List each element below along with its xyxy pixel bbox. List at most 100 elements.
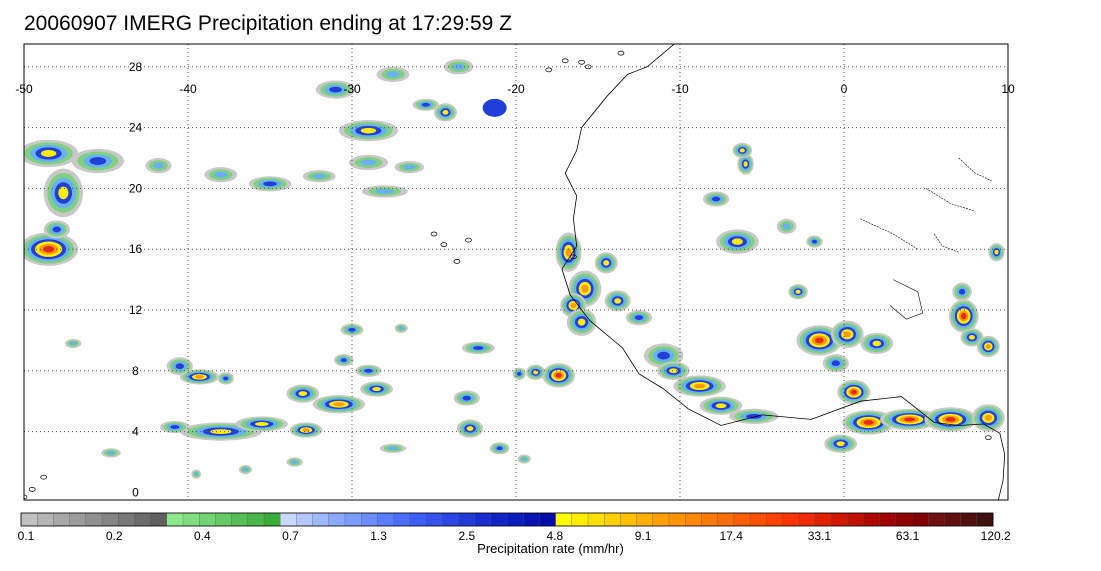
island-outline <box>545 67 553 73</box>
rain-contour <box>958 288 966 295</box>
rain-cell <box>830 320 864 349</box>
lon-tick-label: 10 <box>1001 82 1015 96</box>
rain-contour <box>669 368 678 374</box>
island-outline <box>570 254 577 260</box>
rain-contour <box>329 86 342 93</box>
rain-contour <box>496 446 503 451</box>
rain-cell <box>376 66 410 82</box>
rain-cell <box>971 404 1005 432</box>
rain-cell <box>643 343 684 368</box>
rain-contour <box>711 196 721 202</box>
rain-contour <box>715 403 727 409</box>
rain-cell <box>837 379 871 405</box>
rain-cell <box>699 396 743 415</box>
rain-cell <box>286 457 303 467</box>
rain-contour <box>473 346 484 350</box>
island-outline <box>561 58 569 64</box>
rain-contour <box>565 247 572 257</box>
rain-contour <box>634 315 644 320</box>
rain-contour <box>421 102 430 107</box>
rain-cell <box>461 341 495 355</box>
rain-cell <box>489 442 510 455</box>
rain-contour <box>746 414 762 419</box>
rain-cell <box>842 410 895 435</box>
rain-contour <box>214 171 228 178</box>
lat-tick-label: 20 <box>129 181 143 195</box>
rain-cell <box>315 80 356 99</box>
rain-contour <box>782 223 791 230</box>
lon-tick-label: -40 <box>179 82 197 96</box>
rain-cell <box>716 229 759 254</box>
lon-tick-label: -10 <box>671 82 689 96</box>
rain-cell <box>796 325 843 356</box>
rain-cell <box>625 310 653 326</box>
rain-contour <box>811 239 818 244</box>
rain-contour <box>386 71 400 78</box>
rain-contour <box>984 414 992 421</box>
rain-contour <box>462 395 471 401</box>
island-outline <box>40 474 48 480</box>
plot-frame <box>23 43 1009 501</box>
rain-contour <box>360 159 377 166</box>
lon-tick-label: -50 <box>15 82 33 96</box>
rain-cell <box>702 191 730 207</box>
rain-cell <box>286 384 320 403</box>
rain-contour <box>614 298 622 304</box>
precipitation-layer <box>24 59 1005 479</box>
rain-contour <box>375 188 395 194</box>
rain-cell <box>394 323 408 333</box>
rain-contour <box>153 162 164 169</box>
longitude-labels: -50 -40 -30 -20 -10 0 10 <box>15 82 1015 96</box>
lat-tick-label: 12 <box>129 303 143 317</box>
rain-contour <box>872 340 882 347</box>
rain-cell <box>160 420 190 434</box>
rain-cell <box>43 168 84 218</box>
rain-contour <box>340 358 347 363</box>
island-outline <box>465 237 472 243</box>
rain-cell <box>604 290 631 312</box>
rain-contour <box>533 370 539 375</box>
rain-cell <box>248 176 292 192</box>
rain-cell <box>101 448 121 458</box>
rain-cell <box>334 354 354 367</box>
rain-contour <box>850 389 857 395</box>
rain-contour <box>398 326 404 331</box>
rain-contour <box>577 318 586 326</box>
rain-contour <box>739 148 745 153</box>
lat-tick-label: 16 <box>129 242 143 256</box>
inland-water <box>925 188 976 212</box>
rain-cell <box>71 148 125 174</box>
rain-contour <box>403 164 416 170</box>
inland-water <box>889 279 924 320</box>
rain-cell <box>788 284 808 300</box>
island-outline <box>440 242 448 247</box>
rain-cell <box>732 142 753 158</box>
inland-water <box>958 157 992 182</box>
island-outline <box>24 494 28 500</box>
rain-contour <box>831 360 840 367</box>
rain-cell <box>65 338 82 349</box>
rain-contour <box>517 371 522 376</box>
rain-cell <box>361 185 408 198</box>
rain-contour <box>242 467 249 472</box>
rain-contour <box>815 337 824 344</box>
rain-contour <box>521 457 527 461</box>
rain-cell <box>776 218 797 234</box>
island-outline <box>430 231 438 237</box>
rain-contour <box>52 226 61 233</box>
rain-cell <box>453 390 480 406</box>
latitude-labels: 28 24 20 16 12 8 4 0 <box>129 60 143 500</box>
rain-cell <box>312 395 366 414</box>
rain-contour <box>106 450 116 455</box>
rain-contour <box>360 127 377 134</box>
rain-cell <box>191 469 202 479</box>
rain-cell <box>880 408 940 431</box>
rain-contour <box>863 420 874 425</box>
rain-cell <box>657 361 690 380</box>
rain-cell <box>948 299 979 333</box>
inland-water <box>860 218 918 250</box>
rain-contour <box>603 260 610 266</box>
rain-contour <box>904 417 916 422</box>
rain-cell <box>673 375 726 397</box>
lat-tick-label: 0 <box>132 485 139 499</box>
